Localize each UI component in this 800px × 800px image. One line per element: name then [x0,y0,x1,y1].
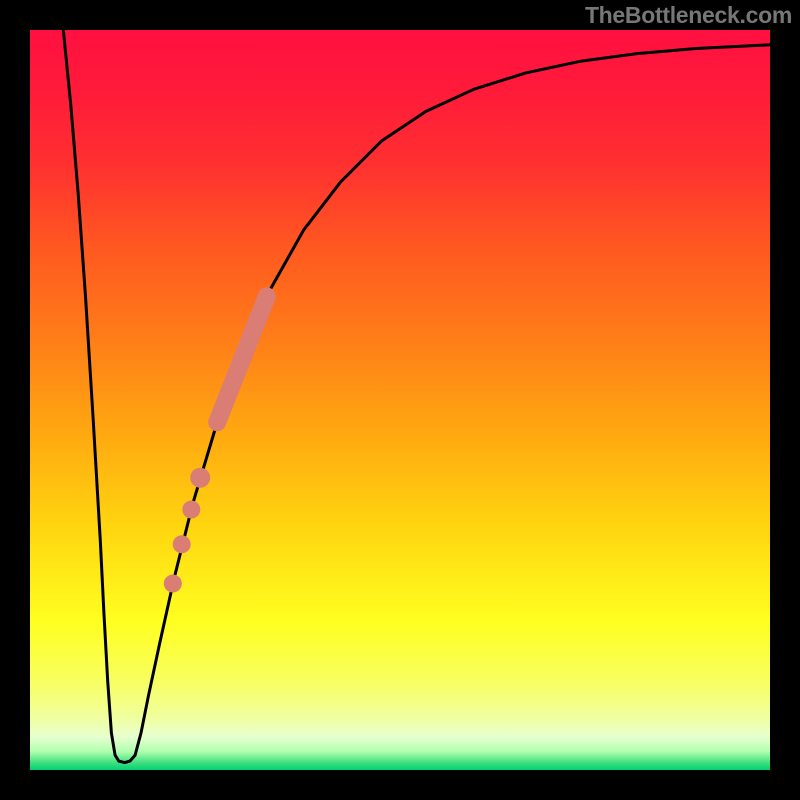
chart-svg [0,0,800,800]
chart-container: TheBottleneck.com [0,0,800,800]
highlight-dot [164,575,182,593]
highlight-dot [190,468,210,488]
plot-background [30,30,770,770]
highlight-dot [173,535,191,553]
highlight-dot [182,501,200,519]
watermark-text: TheBottleneck.com [585,2,792,29]
